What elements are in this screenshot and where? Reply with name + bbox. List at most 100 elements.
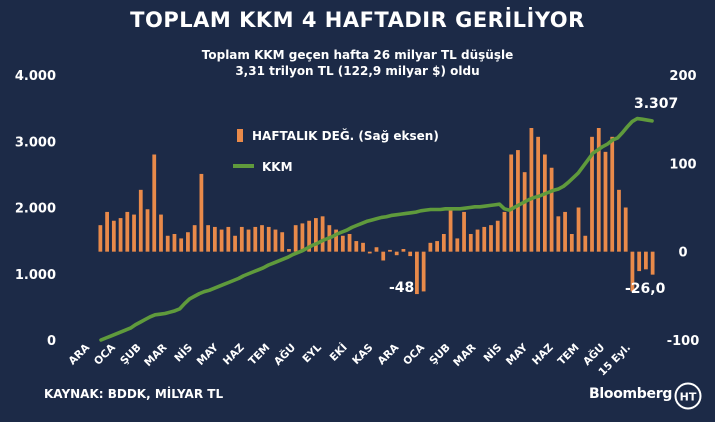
bar-61 — [509, 154, 514, 252]
bar-12 — [179, 238, 184, 252]
x-tick-label: HAZ — [221, 341, 247, 367]
bar-70 — [569, 234, 574, 252]
bar-81 — [644, 251, 648, 270]
bar-11 — [172, 234, 177, 252]
bar-26 — [273, 229, 278, 252]
x-tick-label: MAY — [504, 341, 531, 368]
bar-54 — [462, 211, 466, 252]
bar-59 — [495, 220, 500, 252]
right-tick-label: 200 — [669, 69, 696, 84]
bar-18 — [219, 229, 224, 252]
bar-37 — [347, 234, 352, 252]
bar-36 — [340, 235, 345, 252]
bar-35 — [334, 229, 338, 252]
right-tick-label: 0 — [678, 246, 687, 261]
bar-46 — [408, 251, 413, 257]
bar-21 — [239, 226, 244, 252]
x-tick-label: MAY — [195, 341, 222, 368]
bar-45 — [401, 249, 406, 252]
bar-47 — [415, 251, 419, 295]
annotation-min-weekly: -48 — [389, 280, 414, 296]
bar-30 — [300, 223, 305, 252]
bar-3 — [118, 218, 123, 252]
x-tick-label: ŞUB — [118, 342, 144, 368]
bar-63 — [522, 172, 527, 252]
bar-7 — [145, 209, 150, 252]
bar-39 — [361, 242, 365, 252]
x-tick-label: TEM — [246, 342, 272, 368]
bar-6 — [138, 189, 143, 252]
kkm-line — [99, 116, 654, 342]
bar-40 — [367, 251, 372, 254]
bar-67 — [549, 167, 554, 252]
bar-58 — [489, 225, 493, 252]
x-tick-label: NİS — [171, 340, 195, 364]
ht-logo-icon: HT — [674, 382, 702, 410]
x-tick-label: KAS — [350, 342, 375, 367]
bar-62 — [516, 150, 520, 252]
bar-31 — [307, 220, 312, 252]
bars-group — [98, 128, 655, 295]
bar-2 — [111, 220, 116, 252]
bar-5 — [132, 214, 136, 252]
x-tick-label: ARA — [66, 341, 92, 367]
bar-77 — [617, 189, 621, 252]
bar-79 — [630, 251, 635, 292]
legend-bar-swatch — [237, 129, 243, 142]
x-tick-label: OCA — [401, 341, 428, 368]
right-tick-label: 100 — [669, 157, 696, 172]
x-tick-label: MAR — [142, 342, 169, 369]
right-axis: -100 0 100 200 — [667, 69, 700, 349]
bar-17 — [212, 226, 217, 252]
x-tick-label: MAR — [451, 342, 478, 369]
line-layer — [99, 116, 654, 342]
source-note: KAYNAK: BDDK, MİLYAR TL — [44, 387, 224, 401]
x-tick-label: OCA — [92, 341, 119, 368]
bar-29 — [293, 225, 298, 252]
bar-42 — [381, 251, 386, 261]
left-tick-label: 4.000 — [15, 69, 56, 84]
legend: HAFTALIK DEĞ. (Sağ eksen) KKM — [233, 128, 439, 174]
bar-56 — [475, 229, 480, 252]
chart-subtitle-line2: 3,31 trilyon TL (122,9 milyar $) oldu — [235, 64, 480, 78]
bar-9 — [159, 214, 163, 252]
bar-1 — [105, 211, 109, 252]
bar-73 — [590, 136, 594, 252]
x-tick-label: EYL — [300, 341, 324, 365]
bar-19 — [226, 226, 231, 252]
left-axis: 0 1.000 2.000 3.000 4.000 — [15, 69, 56, 349]
annotation-last-kkm: 3.307 — [634, 96, 678, 112]
bar-32 — [314, 218, 318, 252]
x-tick-label: EKİ — [326, 340, 349, 363]
bar-0 — [98, 225, 103, 252]
x-tick-label: HAZ — [530, 341, 556, 367]
bar-52 — [448, 209, 453, 252]
left-tick-label: 2.000 — [15, 202, 56, 217]
bar-78 — [623, 207, 628, 252]
bar-14 — [192, 225, 197, 252]
bar-82 — [650, 251, 655, 275]
bar-76 — [610, 136, 615, 252]
bar-33 — [320, 216, 325, 252]
right-tick-label: -100 — [667, 334, 700, 349]
x-tick-label: TEM — [556, 342, 582, 368]
bar-27 — [280, 232, 285, 252]
bar-74 — [596, 128, 601, 252]
legend-bar-label: HAFTALIK DEĞ. (Sağ eksen) — [252, 128, 439, 143]
left-tick-label: 0 — [47, 334, 56, 349]
bar-22 — [246, 229, 251, 252]
bar-51 — [441, 234, 446, 252]
ht-logo-text: HT — [680, 391, 697, 404]
bar-10 — [165, 235, 170, 252]
chart-title: TOPLAM KKM 4 HAFTADIR GERİLİYOR — [130, 8, 585, 32]
bar-75 — [603, 151, 608, 252]
bar-41 — [374, 247, 379, 252]
bar-28 — [287, 249, 291, 252]
bar-53 — [455, 238, 460, 252]
bar-66 — [542, 154, 547, 252]
left-tick-label: 1.000 — [15, 268, 56, 283]
bar-13 — [186, 232, 190, 252]
bar-49 — [428, 242, 433, 252]
